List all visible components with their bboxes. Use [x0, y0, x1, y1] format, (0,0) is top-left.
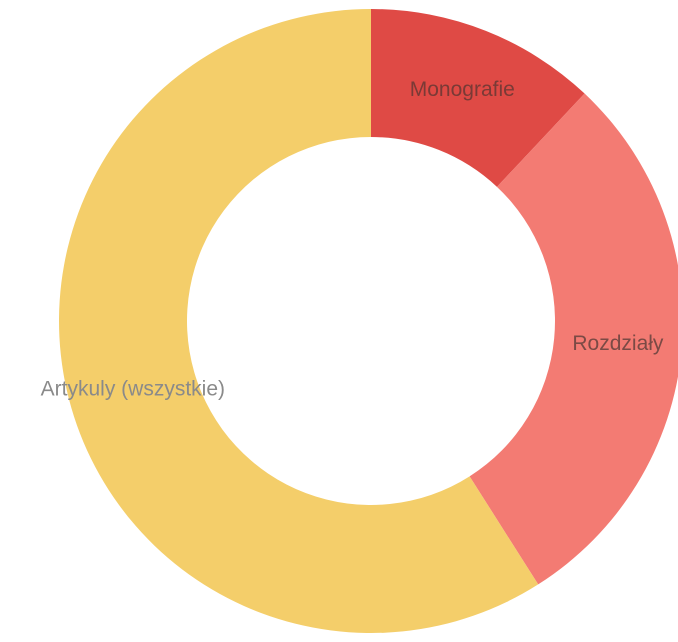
labels-layer: Monografie Rozdziały Artykuly (wszystkie): [41, 78, 664, 401]
slice-label-rozdzia-y: Rozdziały: [572, 332, 664, 355]
slice-label-monografie: Monografie: [410, 78, 515, 101]
slice-artykuly-wszystkie: [59, 9, 539, 633]
slice-monografie: [371, 9, 585, 187]
slices-layer: [59, 9, 678, 633]
slice-label-artykuly-wszystkie: Artykuly (wszystkie): [41, 378, 225, 401]
slice-rozdzia-y: [469, 93, 678, 585]
